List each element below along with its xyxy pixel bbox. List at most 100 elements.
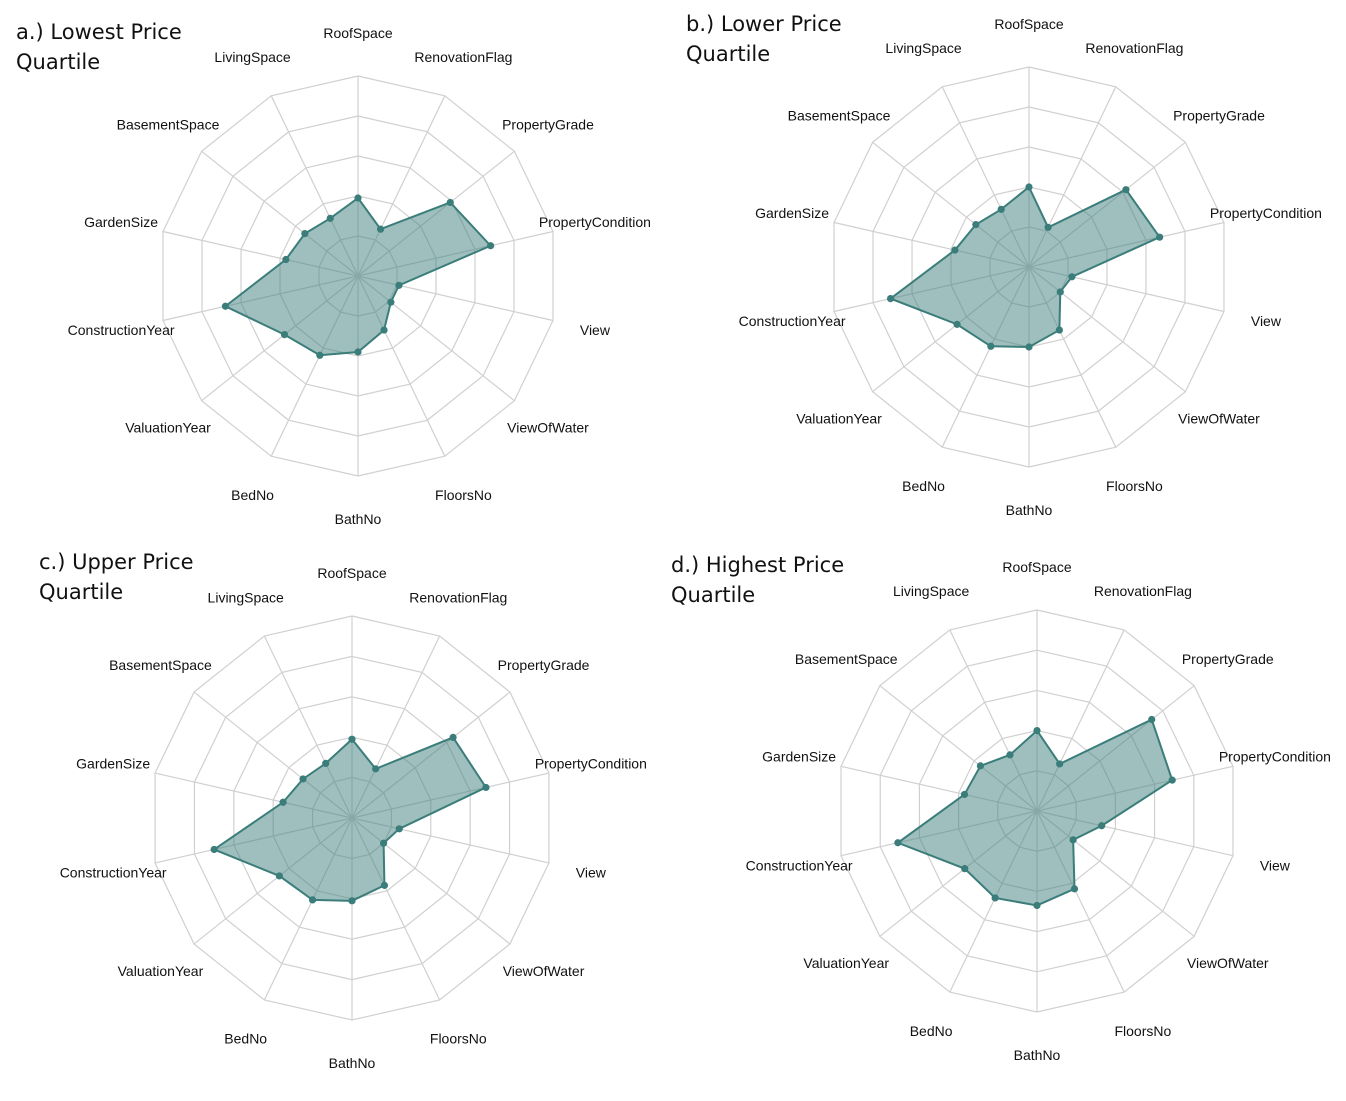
chart-title: Quartile <box>39 580 123 604</box>
data-point-bedno <box>316 351 324 359</box>
axis-label: FloorsNo <box>1106 478 1163 494</box>
radar-chart-a: a.) Lowest Price Quartile RoofSpace Renovat… <box>16 20 651 527</box>
axis-label: ValuationYear <box>118 963 204 979</box>
data-point-propertycondition <box>486 242 495 250</box>
axis-label: RenovationFlag <box>409 589 507 605</box>
axis-label: BathNo <box>1006 502 1053 518</box>
axis-label: LivingSpace <box>208 589 284 605</box>
axis-label: PropertyGrade <box>502 116 594 132</box>
chart-title: Quartile <box>671 583 755 607</box>
data-point-livingspace <box>326 214 334 222</box>
data-point-propertygrade <box>1148 715 1156 724</box>
data-point-floorsno <box>380 881 389 889</box>
data-point-view <box>395 281 403 289</box>
data-point-propertygrade <box>1122 186 1130 194</box>
chart-title: c.) Upper Price <box>39 550 194 574</box>
data-point-renovationflag <box>1044 223 1052 231</box>
axis-label: RenovationFlag <box>1085 40 1183 56</box>
data-point-valuationyear <box>280 331 289 339</box>
axis-label: ValuationYear <box>803 955 889 971</box>
axis-label: ViewOfWater <box>507 420 589 436</box>
axis-label: PropertyCondition <box>1219 749 1331 765</box>
data-point-roofspace <box>1025 183 1033 191</box>
data-point-viewofwater <box>1069 836 1077 844</box>
data-point-basementspace <box>299 775 307 783</box>
axis-label: FloorsNo <box>435 487 492 503</box>
radar-chart-d: d.) Highest Price Quartile RoofSpace Renova… <box>671 553 1331 1063</box>
axis-label: View <box>580 322 611 338</box>
data-point-propertygrade <box>449 733 457 741</box>
data-point-bathno <box>354 348 362 356</box>
data-point-propertycondition <box>1168 776 1176 784</box>
data-point-valuationyear <box>275 872 283 880</box>
data-point-livingspace <box>997 205 1005 213</box>
axis-label: GardenSize <box>762 749 836 765</box>
axis-label: LivingSpace <box>893 583 969 599</box>
axis-label: GardenSize <box>76 755 150 771</box>
chart-title: d.) Highest Price <box>671 553 844 577</box>
axis-label: PropertyGrade <box>1173 107 1265 123</box>
axis-label: FloorsNo <box>1114 1023 1171 1039</box>
data-point-constructionyear <box>210 845 218 854</box>
axis-label: PropertyCondition <box>1210 205 1322 221</box>
axis-label: PropertyCondition <box>539 214 651 230</box>
chart-title: a.) Lowest Price <box>16 20 182 44</box>
axis-label: BasementSpace <box>117 116 220 132</box>
axis-label: ConstructionYear <box>60 865 167 881</box>
axis-label: RenovationFlag <box>1094 583 1192 599</box>
data-point-propertygrade <box>446 198 454 207</box>
axis-label: ConstructionYear <box>746 857 853 873</box>
data-point-bedno <box>987 342 995 350</box>
axis-label: View <box>1260 857 1291 873</box>
axis-label: ViewOfWater <box>1187 955 1269 971</box>
data-point-constructionyear <box>221 302 230 310</box>
axis-label: BathNo <box>335 511 382 527</box>
data-point-propertycondition <box>1156 233 1164 241</box>
data-area <box>212 736 488 902</box>
data-point-floorsno <box>1055 326 1063 334</box>
data-point-bedno <box>308 896 317 904</box>
data-point-livingspace <box>1006 751 1014 759</box>
axis-label: FloorsNo <box>430 1031 487 1047</box>
axis-label: BedNo <box>224 1031 267 1047</box>
axis-label: ViewOfWater <box>503 963 585 979</box>
data-point-floorsno <box>1070 885 1079 893</box>
axis-label: LivingSpace <box>214 49 290 65</box>
data-point-gardensize <box>279 798 287 806</box>
data-area <box>888 185 1162 349</box>
data-point-basementspace <box>976 762 985 770</box>
axis-label: GardenSize <box>755 205 829 221</box>
axis-label: ValuationYear <box>125 420 211 436</box>
axis-label: RoofSpace <box>1002 559 1071 575</box>
axis-label: BasementSpace <box>788 107 891 123</box>
axis-label: BedNo <box>902 478 945 494</box>
axis-label: RenovationFlag <box>414 49 512 65</box>
axis-label: View <box>1251 313 1282 329</box>
data-point-livingspace <box>322 759 330 768</box>
axis-label: PropertyCondition <box>535 755 647 771</box>
axis-label: RoofSpace <box>994 16 1063 32</box>
axis-label: BasementSpace <box>109 657 212 673</box>
data-point-view <box>1098 822 1106 830</box>
data-point-constructionyear <box>894 839 902 847</box>
axis-label: BedNo <box>231 487 274 503</box>
data-point-basementspace <box>301 230 309 238</box>
data-point-view <box>395 825 403 833</box>
axis-label: PropertyGrade <box>1182 651 1274 667</box>
axis-label: ConstructionYear <box>68 322 175 338</box>
axis-label: RoofSpace <box>317 565 386 581</box>
radar-chart-b: b.) Lower Price Quartile RoofSpace Renovati… <box>686 12 1322 518</box>
data-point-valuationyear <box>953 320 961 328</box>
data-point-basementspace <box>972 221 980 229</box>
data-point-view <box>1068 273 1076 281</box>
data-point-renovationflag <box>376 225 385 233</box>
data-point-renovationflag <box>372 765 380 773</box>
data-point-renovationflag <box>1056 760 1064 768</box>
axis-label: View <box>576 865 607 881</box>
chart-title: b.) Lower Price <box>686 12 842 36</box>
data-point-bathno <box>1033 901 1041 910</box>
axis-label: BathNo <box>1014 1047 1061 1063</box>
data-point-bathno <box>1025 343 1033 351</box>
radar-chart-c: c.) Upper Price Quartile RoofSpace Renovati… <box>39 550 647 1071</box>
data-point-constructionyear <box>886 294 895 303</box>
